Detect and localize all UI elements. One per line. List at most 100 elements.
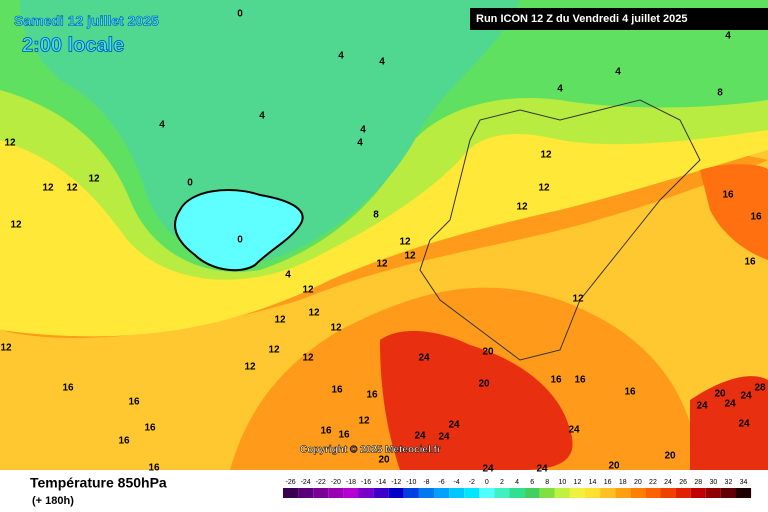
- contour-label: 28: [754, 383, 766, 394]
- contour-label: 4: [285, 270, 291, 281]
- hot-zone-east: [700, 164, 768, 260]
- contour-label: 24: [414, 431, 426, 442]
- contour-label: 24: [740, 391, 752, 402]
- scale-label: 24: [664, 479, 672, 486]
- contour-label: 4: [557, 84, 563, 95]
- contour-label: 16: [62, 383, 74, 394]
- contour-label: 16: [338, 430, 350, 441]
- contour-label: 12: [0, 343, 12, 354]
- color-scale: -26 -24 -22 -20 -18 -16 -14 -12 -10 -8 -6 -4 -2 0 2 4 6 8…: [283, 479, 752, 498]
- scale-label: 20: [634, 479, 642, 486]
- scale-label: -12: [391, 479, 401, 486]
- scale-swatch: [660, 488, 676, 498]
- contour-label: 16: [750, 212, 762, 223]
- scale-swatch: [615, 488, 631, 498]
- scale-label: -10: [406, 479, 416, 486]
- contour-label: 20: [482, 347, 494, 358]
- contour-label: 12: [268, 345, 280, 356]
- scale-label: 28: [694, 479, 702, 486]
- contour-label: 4: [360, 125, 366, 136]
- scale-swatch: [630, 488, 646, 498]
- contour-label: 12: [330, 323, 342, 334]
- scale-swatch: [494, 488, 510, 498]
- contour-label: 24: [568, 425, 580, 436]
- scale-swatch: [418, 488, 434, 498]
- scale-label: -4: [454, 479, 460, 486]
- scale-swatch: [464, 488, 480, 498]
- contour-label: 12: [4, 138, 16, 149]
- contour-label: 12: [302, 353, 314, 364]
- contour-label: 20: [714, 389, 726, 400]
- contour-label: 20: [664, 451, 676, 462]
- scale-label: -18: [346, 479, 356, 486]
- contour-label: 4: [259, 111, 265, 122]
- scale-swatch: [509, 488, 525, 498]
- scale-label: -16: [361, 479, 371, 486]
- contour-label: 20: [608, 461, 620, 472]
- contour-labels: 0 4 4 4 4 4 4 4 4 4 8 12 12 12 12 12 0 0 4 8 12 12 12 12 12 12 12 1…: [0, 9, 766, 475]
- contour-label: 12: [88, 174, 100, 185]
- scale-label: 18: [619, 479, 627, 486]
- footer-title: Température 850hPa: [30, 475, 167, 491]
- scale-label: 14: [589, 479, 597, 486]
- scale-swatch: [313, 488, 329, 498]
- scale-swatch: [600, 488, 616, 498]
- contour-label: 16: [331, 385, 343, 396]
- contour-label: 24: [438, 432, 450, 443]
- contour-label: 24: [448, 420, 460, 431]
- contour-label: 4: [357, 138, 363, 149]
- scale-label: 2: [500, 479, 504, 486]
- scale-swatch: [479, 488, 495, 498]
- scale-swatch: [343, 488, 359, 498]
- run-label: Run ICON 12 Z du Vendredi 4 juillet 2025: [476, 13, 688, 25]
- time-label: 2:00 locale: [22, 34, 124, 56]
- contour-label: 0: [237, 235, 243, 246]
- contour-label: 24: [536, 464, 548, 475]
- contour-label: 12: [66, 183, 78, 194]
- contour-label: 16: [366, 390, 378, 401]
- contour-label: 16: [722, 190, 734, 201]
- contour-label: 24: [418, 353, 430, 364]
- scale-swatch: [388, 488, 404, 498]
- contour-label: 0: [187, 178, 193, 189]
- scale-swatch: [373, 488, 389, 498]
- scale-label: 4: [515, 479, 519, 486]
- scale-swatch: [403, 488, 419, 498]
- scale-label: 34: [740, 479, 748, 486]
- scale-label: -26: [285, 479, 295, 486]
- coastline: [419, 99, 701, 361]
- scale-swatch: [645, 488, 661, 498]
- run-box: [470, 8, 768, 30]
- scale-swatch: [298, 488, 314, 498]
- scale-swatch: [449, 488, 465, 498]
- scale-label: -14: [376, 479, 386, 486]
- contour-label: 16: [320, 426, 332, 437]
- contour-label: 16: [144, 423, 156, 434]
- contour-label: 16: [744, 257, 756, 268]
- contour-label: 20: [378, 455, 390, 466]
- contour-label: 12: [404, 251, 416, 262]
- scale-label: -24: [301, 479, 311, 486]
- contour-label: 12: [302, 285, 314, 296]
- contour-label: 4: [159, 120, 165, 131]
- contour-label: 16: [574, 375, 586, 386]
- contour-label: 12: [399, 237, 411, 248]
- contour-label: 12: [308, 308, 320, 319]
- contour-label: 8: [717, 88, 723, 99]
- contour-label: 4: [615, 67, 621, 78]
- scale-label: 0: [485, 479, 489, 486]
- scale-label: -6: [438, 479, 444, 486]
- scale-label: 12: [574, 479, 582, 486]
- contour-label: 4: [725, 31, 731, 42]
- contour-label: 12: [244, 362, 256, 373]
- scale-swatch: [328, 488, 344, 498]
- contour-label: 12: [572, 294, 584, 305]
- contour-label: 12: [538, 183, 550, 194]
- scale-label: 22: [649, 479, 657, 486]
- contour-label: 12: [516, 202, 528, 213]
- scale-swatch: [283, 488, 299, 498]
- contour-label: 20: [478, 379, 490, 390]
- hot-zone-se: [690, 376, 768, 470]
- contour-label: 16: [148, 463, 160, 474]
